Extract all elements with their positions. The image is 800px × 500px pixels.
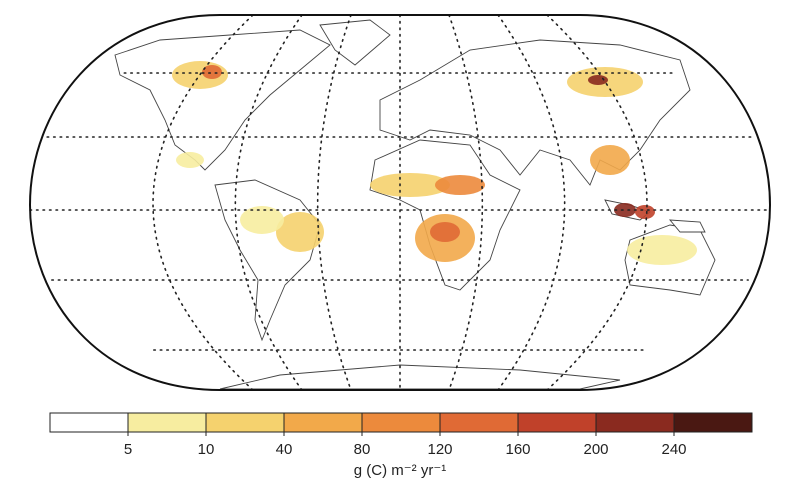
meridian <box>497 14 566 391</box>
colorbar-label: 120 <box>427 441 452 458</box>
hotspot <box>590 145 630 175</box>
hotspot <box>276 212 324 252</box>
graticule <box>29 14 771 391</box>
colorbar-bin <box>283 412 363 433</box>
map-outline <box>28 14 772 391</box>
colorbar-bin <box>439 412 519 433</box>
hotspot <box>240 206 284 234</box>
hotspots <box>172 61 697 265</box>
hotspot <box>370 173 450 197</box>
hotspot <box>202 65 222 79</box>
continent <box>214 179 321 342</box>
meridian <box>234 14 303 391</box>
colorbar-label: 240 <box>661 441 686 458</box>
continent <box>219 364 621 390</box>
colorbar-label: 10 <box>198 441 215 458</box>
colorbar-unit: g (C) m⁻² yr⁻¹ <box>354 462 446 479</box>
meridian <box>316 14 352 391</box>
colorbar-bin <box>361 412 441 433</box>
colorbar-bin <box>517 412 597 433</box>
colorbar-label: 80 <box>354 441 371 458</box>
hotspot <box>635 205 655 219</box>
hotspot <box>588 75 608 85</box>
continent <box>319 19 391 66</box>
hotspot <box>176 152 204 168</box>
colorbar-bin <box>205 412 285 433</box>
colorbar-label: 200 <box>583 441 608 458</box>
colorbar-bin <box>127 412 207 433</box>
colorbar-label: 5 <box>124 441 132 458</box>
colorbar-label: 40 <box>276 441 293 458</box>
island <box>668 219 706 233</box>
colorbar: 5 10 40 80 120 160 200 240 <box>49 412 753 458</box>
colorbar-bin <box>673 412 753 433</box>
hotspot <box>614 203 636 217</box>
meridian <box>448 14 484 391</box>
hotspot <box>435 175 485 195</box>
colorbar-label: 160 <box>505 441 530 458</box>
hotspot <box>430 222 460 242</box>
colorbar-bin <box>595 412 675 433</box>
world-map <box>28 14 772 391</box>
colorbar-bin <box>49 412 129 433</box>
continent <box>114 29 331 171</box>
hotspot <box>627 235 697 265</box>
